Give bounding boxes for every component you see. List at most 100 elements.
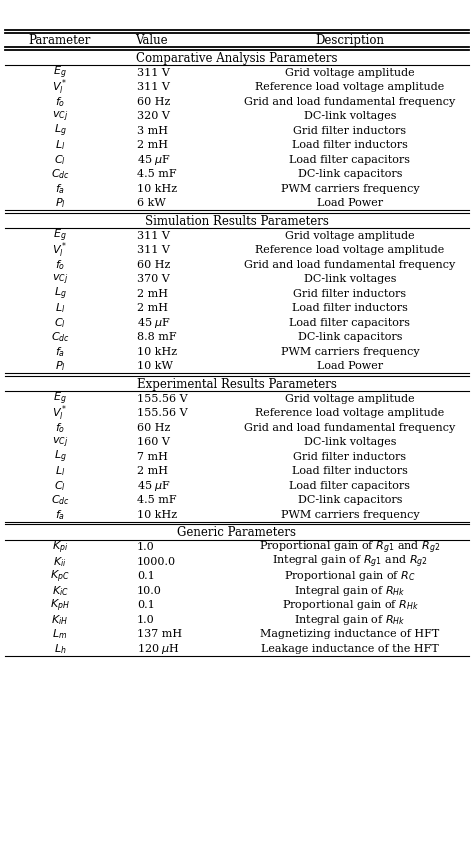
Text: Generic Parameters: Generic Parameters — [177, 526, 297, 539]
Text: $P_l$: $P_l$ — [55, 360, 65, 373]
Text: $E_g$: $E_g$ — [53, 65, 67, 82]
Text: $C_{dc}$: $C_{dc}$ — [51, 331, 69, 344]
Text: $f_o$: $f_o$ — [55, 421, 65, 435]
Text: Grid voltage amplitude: Grid voltage amplitude — [285, 394, 415, 404]
Text: 155.56 V: 155.56 V — [137, 394, 188, 404]
Text: Load filter capacitors: Load filter capacitors — [290, 481, 410, 491]
Text: Grid and load fundamental frequency: Grid and load fundamental frequency — [245, 97, 456, 107]
Text: $K_{iC}$: $K_{iC}$ — [52, 584, 68, 598]
Text: Description: Description — [316, 34, 384, 47]
Text: $P_l$: $P_l$ — [55, 196, 65, 211]
Text: $V_l^*$: $V_l^*$ — [52, 77, 68, 97]
Text: 1.0: 1.0 — [137, 615, 155, 625]
Text: Grid filter inductors: Grid filter inductors — [293, 126, 407, 136]
Text: $v_{Cj}$: $v_{Cj}$ — [52, 272, 68, 286]
Text: 160 V: 160 V — [137, 438, 170, 447]
Text: Grid filter inductors: Grid filter inductors — [293, 452, 407, 462]
Text: 0.1: 0.1 — [137, 571, 155, 581]
Text: 60 Hz: 60 Hz — [137, 97, 170, 107]
Text: $L_m$: $L_m$ — [53, 627, 68, 642]
Text: Proportional gain of $R_{g1}$ and $R_{g2}$: Proportional gain of $R_{g1}$ and $R_{g2… — [259, 539, 441, 556]
Text: PWM carriers frequency: PWM carriers frequency — [281, 347, 419, 357]
Text: 311 V: 311 V — [137, 68, 170, 78]
Text: 311 V: 311 V — [137, 246, 170, 256]
Text: $E_g$: $E_g$ — [53, 391, 67, 407]
Text: Simulation Results Parameters: Simulation Results Parameters — [145, 214, 329, 228]
Text: $f_a$: $f_a$ — [55, 345, 65, 359]
Text: Integral gain of $R_{Hk}$: Integral gain of $R_{Hk}$ — [294, 584, 406, 598]
Text: Grid voltage amplitude: Grid voltage amplitude — [285, 231, 415, 241]
Text: DC-link capacitors: DC-link capacitors — [298, 496, 402, 506]
Text: 7 mH: 7 mH — [137, 452, 168, 462]
Text: $C_{dc}$: $C_{dc}$ — [51, 494, 69, 507]
Text: $K_{pC}$: $K_{pC}$ — [50, 569, 70, 585]
Text: Magnetizing inductance of HFT: Magnetizing inductance of HFT — [260, 630, 439, 639]
Text: DC-link voltages: DC-link voltages — [304, 275, 396, 285]
Text: PWM carriers frequency: PWM carriers frequency — [281, 510, 419, 520]
Text: Grid and load fundamental frequency: Grid and load fundamental frequency — [245, 423, 456, 433]
Text: 311 V: 311 V — [137, 82, 170, 93]
Text: $f_o$: $f_o$ — [55, 258, 65, 272]
Text: $L_g$: $L_g$ — [54, 286, 66, 303]
Text: Grid voltage amplitude: Grid voltage amplitude — [285, 68, 415, 78]
Text: 4.5 mF: 4.5 mF — [137, 496, 177, 506]
Text: $L_h$: $L_h$ — [54, 642, 66, 656]
Text: $K_{ii}$: $K_{ii}$ — [53, 555, 67, 569]
Text: 120 $\mu$H: 120 $\mu$H — [137, 642, 180, 656]
Text: DC-link capacitors: DC-link capacitors — [298, 169, 402, 179]
Text: $L_l$: $L_l$ — [55, 139, 65, 152]
Text: Grid and load fundamental frequency: Grid and load fundamental frequency — [245, 260, 456, 270]
Text: DC-link voltages: DC-link voltages — [304, 438, 396, 447]
Text: $L_l$: $L_l$ — [55, 465, 65, 479]
Text: $L_g$: $L_g$ — [54, 122, 66, 139]
Text: Parameter: Parameter — [29, 34, 91, 47]
Text: $f_o$: $f_o$ — [55, 95, 65, 109]
Text: 2 mH: 2 mH — [137, 289, 168, 299]
Text: 45 $\mu$F: 45 $\mu$F — [137, 316, 171, 330]
Text: Reference load voltage amplitude: Reference load voltage amplitude — [255, 246, 445, 256]
Text: 6 kW: 6 kW — [137, 199, 166, 208]
Text: Load filter inductors: Load filter inductors — [292, 140, 408, 150]
Text: 60 Hz: 60 Hz — [137, 260, 170, 270]
Text: $V_l^*$: $V_l^*$ — [52, 241, 68, 260]
Text: 2 mH: 2 mH — [137, 467, 168, 477]
Text: Load filter capacitors: Load filter capacitors — [290, 318, 410, 328]
Text: $K_{iH}$: $K_{iH}$ — [52, 613, 69, 627]
Text: $v_{Cj}$: $v_{Cj}$ — [52, 110, 68, 124]
Text: 10 kHz: 10 kHz — [137, 347, 177, 357]
Text: 2 mH: 2 mH — [137, 140, 168, 150]
Text: Load filter inductors: Load filter inductors — [292, 303, 408, 314]
Text: Reference load voltage amplitude: Reference load voltage amplitude — [255, 82, 445, 93]
Text: $K_{pH}$: $K_{pH}$ — [50, 598, 70, 614]
Text: 155.56 V: 155.56 V — [137, 409, 188, 418]
Text: $L_l$: $L_l$ — [55, 302, 65, 315]
Text: 10 kHz: 10 kHz — [137, 510, 177, 520]
Text: 320 V: 320 V — [137, 111, 170, 122]
Text: PWM carriers frequency: PWM carriers frequency — [281, 184, 419, 194]
Text: 137 mH: 137 mH — [137, 630, 182, 639]
Text: Integral gain of $R_{g1}$ and $R_{g2}$: Integral gain of $R_{g1}$ and $R_{g2}$ — [272, 554, 428, 570]
Text: 10 kW: 10 kW — [137, 361, 173, 371]
Text: $V_l^*$: $V_l^*$ — [52, 404, 68, 423]
Text: Leakage inductance of the HFT: Leakage inductance of the HFT — [261, 644, 439, 654]
Text: $E_g$: $E_g$ — [53, 228, 67, 244]
Text: DC-link capacitors: DC-link capacitors — [298, 332, 402, 343]
Text: Load Power: Load Power — [317, 199, 383, 208]
Text: $C_l$: $C_l$ — [54, 316, 66, 330]
Text: Load Power: Load Power — [317, 361, 383, 371]
Text: 370 V: 370 V — [137, 275, 170, 285]
Text: Load filter capacitors: Load filter capacitors — [290, 155, 410, 165]
Text: Reference load voltage amplitude: Reference load voltage amplitude — [255, 409, 445, 418]
Text: $C_l$: $C_l$ — [54, 153, 66, 167]
Text: $K_{pi}$: $K_{pi}$ — [52, 539, 68, 556]
Text: Load filter inductors: Load filter inductors — [292, 467, 408, 477]
Text: 45 $\mu$F: 45 $\mu$F — [137, 153, 171, 167]
Text: Experimental Results Parameters: Experimental Results Parameters — [137, 377, 337, 390]
Text: 10 kHz: 10 kHz — [137, 184, 177, 194]
Text: 4.5 mF: 4.5 mF — [137, 169, 177, 179]
Text: 311 V: 311 V — [137, 231, 170, 241]
Text: Value: Value — [135, 34, 168, 47]
Text: 8.8 mF: 8.8 mF — [137, 332, 177, 343]
Text: Proportional gain of $R_C$: Proportional gain of $R_C$ — [284, 570, 416, 583]
Text: $C_l$: $C_l$ — [54, 479, 66, 493]
